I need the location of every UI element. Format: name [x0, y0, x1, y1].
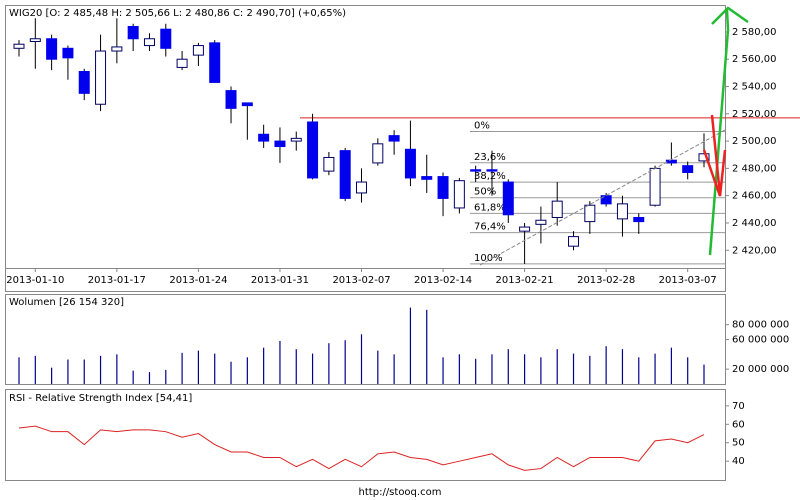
- candle-body: [241, 102, 253, 107]
- rsi-title: RSI - Relative Strength Index [54,41]: [9, 393, 192, 404]
- candle-body: [372, 143, 384, 164]
- price-title: WIG20 [O: 2 485,48 H: 2 505,66 L: 2 480,…: [9, 8, 346, 19]
- y-tick-label: 80 000 000: [732, 320, 789, 331]
- y-tick-label: 2 540,00: [732, 82, 777, 93]
- footer-url: http://stooq.com: [359, 487, 442, 498]
- candle-body: [258, 133, 270, 142]
- fib-label: 100%: [474, 253, 503, 264]
- candle-body: [633, 217, 645, 223]
- candle-body: [143, 38, 155, 47]
- candle-body: [29, 38, 41, 42]
- drawn-arrow-down: [702, 114, 727, 197]
- y-tick-label: 2 420,00: [732, 245, 777, 256]
- candle-body: [421, 176, 433, 180]
- candle-body: [649, 167, 661, 206]
- y-tick-label: 2 460,00: [732, 191, 777, 202]
- y-tick-label: 60: [732, 419, 745, 430]
- marks: 2 420,00 2 440,00 2 460,00 2 480,00 2 500,00…: [6, 18, 800, 471]
- candle-body: [356, 181, 367, 194]
- fib-label: 38,2%: [474, 171, 506, 182]
- candle-body: [616, 203, 628, 220]
- candle-body: [176, 58, 188, 68]
- candle-body: [682, 165, 694, 173]
- y-tick-label: 20 000 000: [732, 364, 789, 375]
- y-tick-label: 2 520,00: [732, 109, 777, 120]
- candle-body: [160, 28, 172, 49]
- x-tick-label: 2013-02-21: [496, 275, 554, 286]
- fib-label: 76,4%: [474, 222, 506, 233]
- candle-body: [225, 90, 237, 109]
- x-tick-label: 2013-01-17: [88, 275, 146, 286]
- candle-body: [665, 159, 677, 164]
- y-tick-label: 70: [732, 401, 745, 412]
- x-tick-label: 2013-01-31: [251, 275, 309, 286]
- rsi-line: [18, 425, 705, 471]
- y-tick-label: 2 580,00: [732, 27, 777, 38]
- x-tick-label: 2013-02-14: [414, 275, 472, 286]
- candle-body: [502, 181, 514, 216]
- candle-body: [551, 200, 563, 219]
- x-tick-label: 2013-01-24: [169, 275, 227, 286]
- candle-body: [290, 137, 302, 142]
- candle-body: [535, 219, 547, 225]
- candle-body: [95, 50, 107, 105]
- volume-panel: [5, 294, 726, 385]
- y-tick-label: 2 440,00: [732, 218, 777, 229]
- candle-body: [127, 25, 139, 40]
- candle-body: [339, 150, 351, 199]
- candle-body: [78, 71, 90, 94]
- candle-body: [519, 226, 531, 232]
- fib-label: 23,6%: [474, 152, 506, 163]
- drawn-arrow-up: [708, 6, 749, 256]
- candle-body: [388, 135, 400, 142]
- candle-body: [486, 169, 498, 172]
- y-tick-label: 50: [732, 438, 745, 449]
- y-tick-label: 2 500,00: [732, 136, 777, 147]
- candle-body: [111, 46, 123, 52]
- candle-body: [437, 176, 449, 199]
- candle-body: [584, 204, 596, 223]
- x-tick-label: 2013-02-28: [577, 275, 635, 286]
- y-tick-label: 60 000 000: [732, 335, 789, 346]
- price-panel: [5, 5, 726, 292]
- x-tick-label: 2013-03-07: [659, 275, 717, 286]
- candle-body: [404, 148, 416, 179]
- candle-body: [453, 180, 465, 209]
- y-tick-label: 2 480,00: [732, 163, 777, 174]
- candle-body: [568, 236, 580, 247]
- rsi-panel: [5, 389, 726, 481]
- fib-label: 61,8%: [474, 202, 506, 213]
- fib-label: 50%: [474, 187, 496, 198]
- candle-body: [470, 169, 482, 172]
- fib-label: 0%: [474, 121, 490, 132]
- candle-body: [62, 47, 74, 59]
- x-tick-label: 2013-02-07: [332, 275, 390, 286]
- candle-body: [192, 45, 204, 56]
- x-tick-label: 2013-01-10: [6, 275, 64, 286]
- y-tick-label: 40: [732, 456, 745, 467]
- trend-line: [479, 129, 726, 266]
- y-tick-label: 2 560,00: [732, 54, 777, 65]
- volume-title: Wolumen [26 154 320]: [9, 297, 124, 308]
- candle-body: [307, 121, 319, 179]
- candle-body: [209, 42, 221, 83]
- candle-body: [600, 195, 612, 205]
- candle-body: [46, 38, 58, 60]
- candle-body: [323, 156, 335, 172]
- candle-body: [274, 140, 286, 148]
- candle-body: [13, 43, 25, 49]
